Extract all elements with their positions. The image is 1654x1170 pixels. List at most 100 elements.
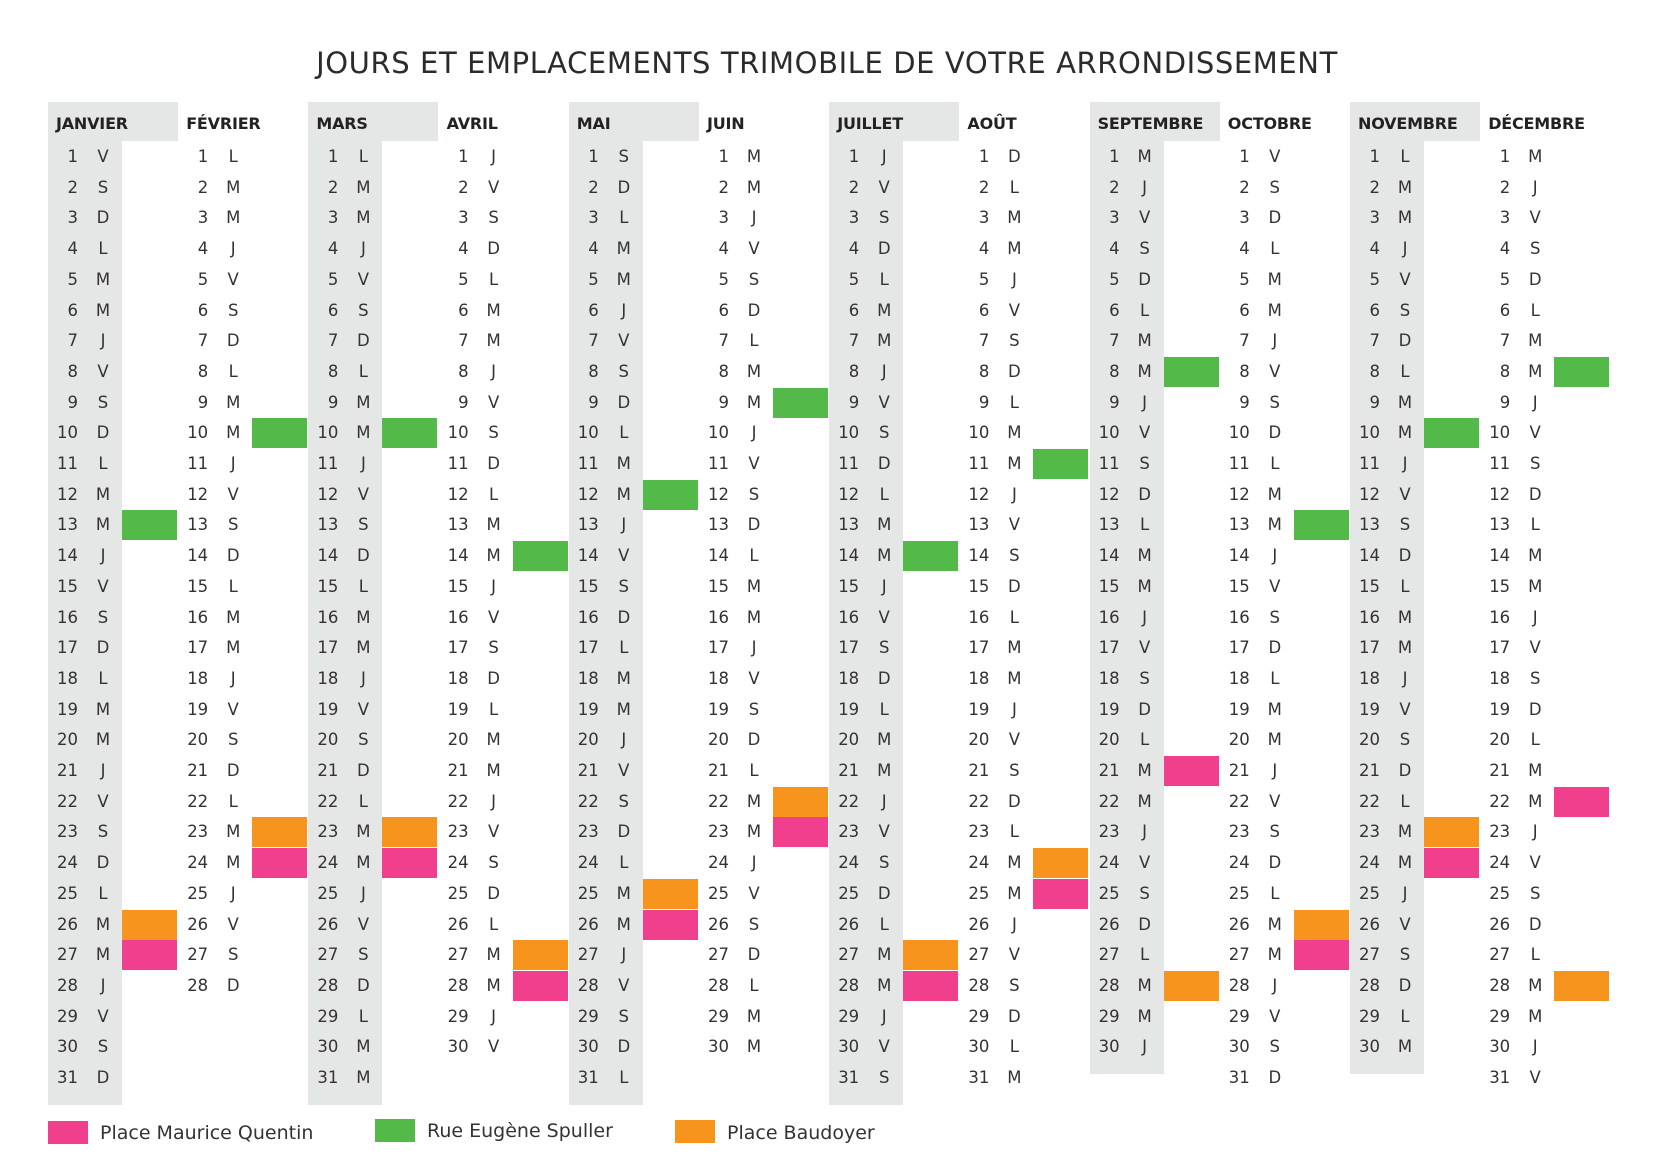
day-letter: D — [1398, 331, 1412, 351]
day-number: 22 — [1489, 791, 1511, 811]
day-letter: S — [97, 607, 109, 627]
day-number: 1 — [458, 147, 469, 166]
day-number: 22 — [1098, 791, 1120, 811]
day-letter: V — [487, 822, 500, 842]
day-number: 25 — [577, 883, 599, 903]
day-letter: S — [227, 945, 239, 965]
day-number: 18 — [317, 668, 339, 688]
day-number: 2 — [1109, 177, 1120, 197]
day-letter: V — [1008, 515, 1021, 535]
day-letter: S — [358, 945, 369, 965]
day-number: 3 — [67, 208, 79, 228]
day-number: 14 — [187, 546, 209, 566]
day-letter: L — [879, 699, 889, 719]
day-letter: M — [1267, 300, 1282, 320]
collection-marker-place-maurice-quentin — [903, 970, 959, 1001]
day-letter: M — [356, 607, 371, 627]
day-number: 1 — [1239, 147, 1250, 166]
day-number: 30 — [708, 1037, 729, 1057]
day-letter: M — [1528, 576, 1543, 596]
day-letter: L — [1400, 1006, 1410, 1026]
day-letter: V — [357, 269, 370, 289]
day-letter: M — [486, 945, 501, 965]
day-letter: J — [881, 576, 887, 596]
day-number: 10 — [187, 423, 209, 443]
day-number: 24 — [187, 853, 209, 873]
month-name: AVRIL — [446, 114, 498, 133]
day-letter: M — [616, 484, 631, 504]
day-letter: J — [621, 300, 627, 320]
day-number: 26 — [317, 914, 339, 934]
day-letter: M — [95, 300, 111, 320]
collection-marker-place-baudoyer — [903, 940, 959, 971]
day-letter: M — [356, 822, 371, 842]
day-number: 28 — [708, 975, 729, 995]
day-letter: L — [1400, 791, 1410, 811]
day-letter: L — [358, 576, 368, 596]
day-number: 1 — [1499, 147, 1511, 166]
day-letter: S — [1529, 454, 1541, 473]
day-letter: L — [1400, 361, 1410, 381]
day-letter: J — [1402, 454, 1408, 473]
day-number: 25 — [968, 883, 990, 903]
day-letter: M — [746, 791, 762, 811]
day-number: 5 — [588, 269, 599, 289]
day-letter: J — [621, 730, 627, 750]
day-number: 30 — [1098, 1037, 1120, 1057]
day-number: 4 — [1369, 239, 1381, 259]
day-number: 1 — [1369, 147, 1381, 166]
day-letter: J — [751, 208, 757, 228]
day-letter: L — [1400, 147, 1410, 166]
day-number: 23 — [447, 822, 469, 842]
day-letter: V — [1138, 638, 1151, 658]
day-number: 20 — [577, 730, 599, 750]
day-letter: S — [488, 208, 499, 228]
day-number: 25 — [57, 883, 78, 903]
day-letter: L — [98, 239, 108, 259]
day-letter: M — [95, 484, 111, 504]
day-number: 9 — [848, 392, 860, 412]
day-letter: L — [98, 883, 108, 903]
day-letter: V — [618, 546, 630, 566]
day-letter: L — [1139, 300, 1150, 320]
day-letter: M — [746, 1037, 762, 1057]
day-number: 25 — [317, 883, 339, 903]
day-number: 24 — [57, 853, 78, 873]
day-letter: M — [746, 392, 762, 412]
day-number: 31 — [968, 1068, 990, 1087]
day-number: 25 — [1098, 883, 1120, 903]
day-number: 16 — [187, 607, 209, 627]
day-number: 11 — [317, 454, 339, 473]
day-letter: L — [1530, 300, 1540, 320]
month-header-band — [829, 102, 960, 141]
day-number: 2 — [197, 177, 209, 197]
day-letter: V — [1269, 576, 1281, 596]
day-number: 7 — [848, 331, 860, 351]
day-letter: V — [97, 576, 109, 596]
day-number: 18 — [1489, 668, 1511, 688]
day-letter: M — [1007, 638, 1022, 658]
day-letter: V — [1529, 423, 1541, 443]
day-letter: V — [487, 607, 500, 627]
month-shade — [1089, 102, 1164, 1074]
day-number: 26 — [968, 914, 990, 934]
month-name: AOÛT — [967, 114, 1017, 133]
day-letter: L — [619, 423, 629, 443]
day-letter: V — [748, 883, 760, 903]
day-number: 17 — [968, 638, 990, 658]
day-number: 22 — [968, 791, 990, 811]
day-number: 30 — [968, 1037, 990, 1057]
day-number: 2 — [1369, 177, 1381, 197]
day-number: 11 — [708, 454, 729, 473]
month-header-band — [308, 102, 439, 141]
day-letter: V — [357, 699, 370, 719]
day-letter: L — [488, 484, 499, 504]
day-number: 14 — [968, 546, 990, 566]
day-letter: M — [616, 699, 631, 719]
day-number: 27 — [968, 945, 990, 965]
day-letter: L — [1530, 730, 1540, 750]
day-letter: L — [1009, 1037, 1019, 1057]
day-number: 7 — [197, 331, 209, 351]
day-number: 19 — [317, 699, 339, 719]
collection-marker-place-baudoyer — [252, 817, 308, 848]
